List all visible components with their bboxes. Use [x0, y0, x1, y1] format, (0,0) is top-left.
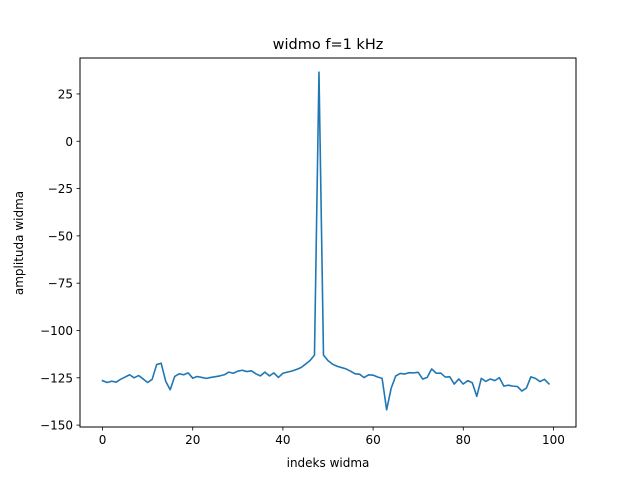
x-tick-label: 40	[275, 433, 290, 447]
x-tick-label: 100	[542, 433, 565, 447]
y-tick-label: −75	[48, 277, 73, 291]
chart-title: widmo f=1 kHz	[273, 37, 384, 53]
ticks-layer: 0 20 40 60 80 100 25 0 −25 −50 −75 −100 −125 −150	[40, 87, 565, 447]
y-tick-label: −150	[40, 419, 73, 433]
y-tick-label: 0	[65, 135, 73, 149]
y-tick-label: −100	[40, 324, 73, 338]
x-tick-label: 60	[365, 433, 380, 447]
x-axis-label: indeks widma	[287, 456, 370, 470]
y-tick-label: −50	[48, 229, 73, 243]
x-tick-label: 0	[99, 433, 107, 447]
series-line-0	[101, 71, 551, 411]
y-tick-label: 25	[58, 87, 73, 101]
series-layer	[101, 71, 551, 411]
plot-area	[80, 58, 576, 427]
x-tick-label: 80	[456, 433, 471, 447]
y-tick-label: −25	[48, 182, 73, 196]
y-axis-label: amplituda widma	[12, 191, 26, 295]
y-tick-label: −125	[40, 371, 73, 385]
plot-frame	[79, 57, 577, 428]
x-tick-label: 20	[185, 433, 200, 447]
